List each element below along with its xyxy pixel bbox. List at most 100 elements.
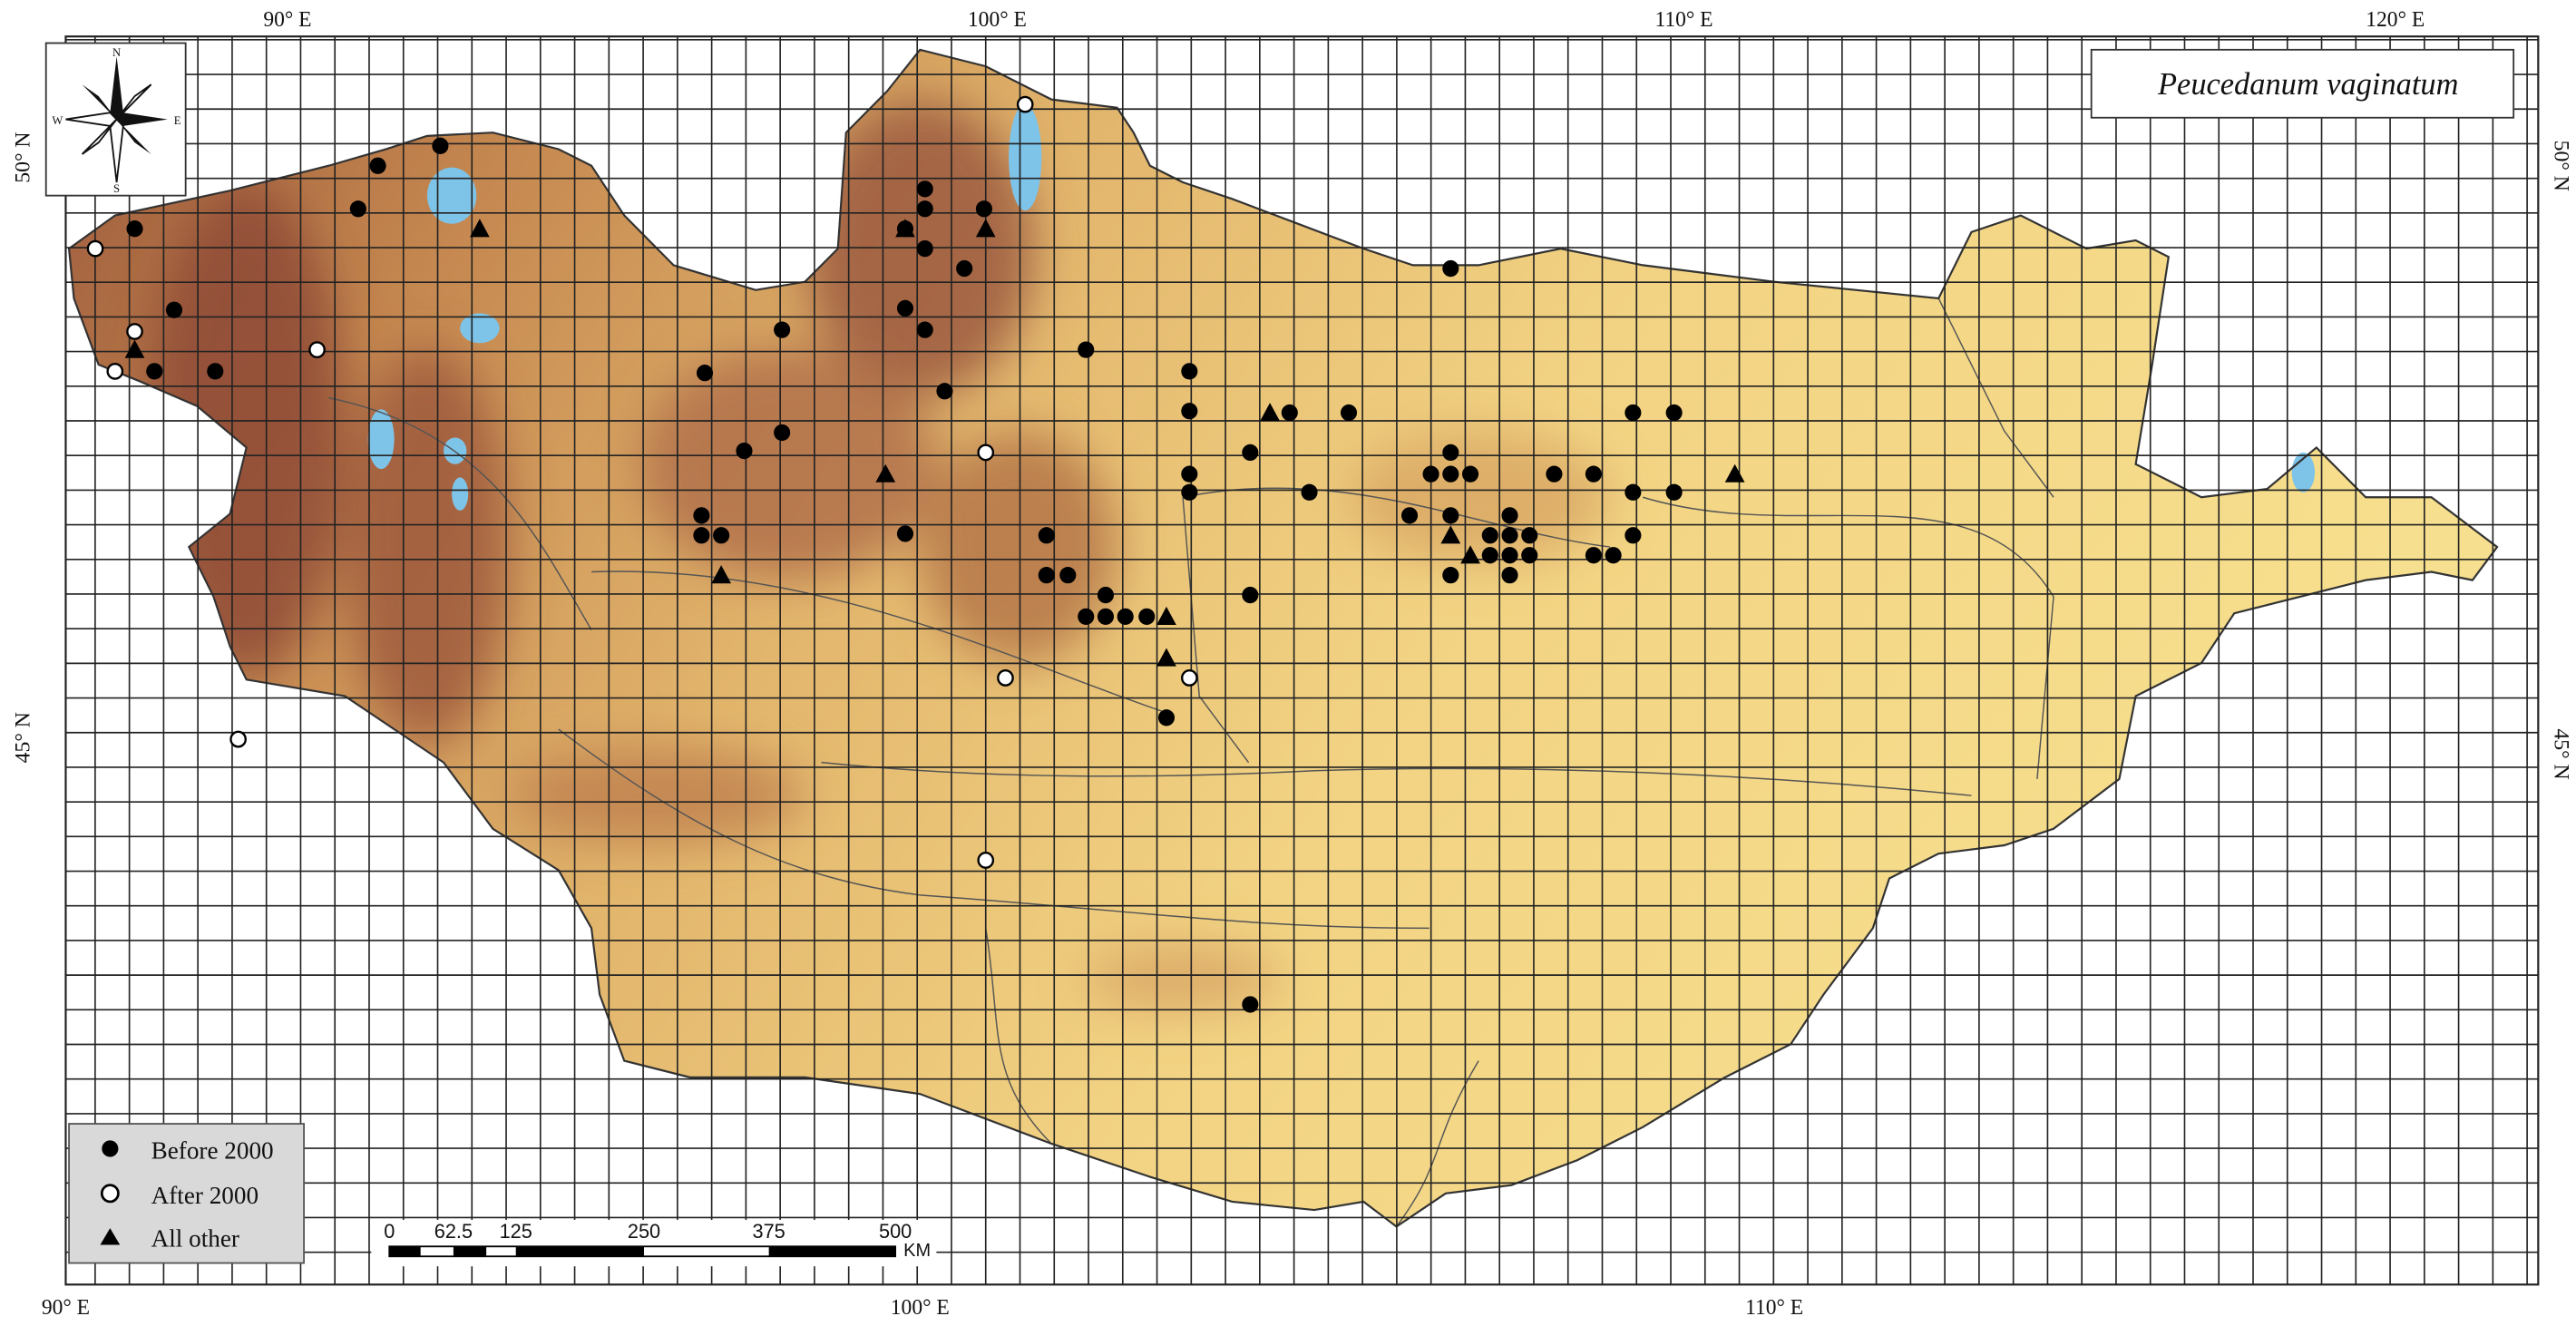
admin-border: [821, 761, 1972, 796]
record-before-2000: [1442, 465, 1459, 483]
record-before-2000: [713, 527, 730, 544]
admin-border: [558, 728, 1429, 930]
legend-symbol: [102, 1140, 119, 1157]
record-before-2000: [1181, 483, 1198, 501]
admin-border: [1643, 496, 2054, 779]
record-before-2000: [1242, 996, 1259, 1013]
compass-letter: S: [113, 182, 120, 195]
occurrences: [86, 95, 1745, 1013]
record-before-2000: [1242, 586, 1259, 604]
record-before-2000: [1097, 608, 1115, 625]
top-label: 90° E: [263, 8, 311, 32]
relief-shade: [640, 347, 937, 580]
record-before-2000: [1038, 567, 1055, 584]
record-before-2000: [1625, 483, 1642, 501]
record-after-2000: [308, 341, 326, 359]
record-before-2000: [1138, 608, 1156, 625]
right-label: 50° N: [2549, 141, 2572, 191]
record-before-2000: [1442, 259, 1459, 278]
record-before-2000: [936, 383, 953, 400]
record-other: [1260, 403, 1280, 422]
record-other: [124, 339, 145, 358]
scale-unit: KM: [903, 1241, 931, 1261]
relief-shade: [1347, 431, 1610, 564]
compass-letter: W: [52, 114, 63, 127]
scale-segment: [768, 1246, 896, 1257]
graticule: [65, 36, 2539, 1285]
record-before-2000: [896, 299, 914, 317]
bottom-label: 90° E: [42, 1296, 90, 1320]
record-before-2000: [1400, 507, 1419, 524]
lake: [460, 313, 500, 344]
record-other: [975, 219, 996, 238]
record-before-2000: [696, 365, 714, 382]
record-before-2000: [1157, 709, 1176, 726]
country: [67, 48, 2499, 1228]
record-before-2000: [1625, 404, 1642, 422]
record-before-2000: [1625, 527, 1642, 544]
lake: [367, 409, 395, 470]
legend: Before 2000 After 2000 All other: [68, 1123, 305, 1264]
record-before-2000: [1078, 341, 1095, 358]
record-before-2000: [1605, 547, 1622, 564]
record-before-2000: [1521, 527, 1538, 544]
legend-symbol: [100, 1228, 121, 1245]
record-before-2000: [1481, 527, 1498, 544]
scale-segment: [515, 1246, 644, 1257]
record-before-2000: [165, 301, 183, 318]
record-before-2000: [1059, 567, 1077, 584]
record-after-2000: [977, 444, 995, 462]
record-before-2000: [1117, 608, 1134, 625]
record-before-2000: [1181, 363, 1198, 380]
record-before-2000: [349, 200, 366, 218]
record-before-2000: [736, 442, 753, 460]
relief-shade: [509, 746, 805, 846]
record-before-2000: [1665, 404, 1683, 422]
scale-bar: 0 62.5 125 250 375 500 KM: [371, 1220, 937, 1267]
bottom-label: 110° E: [1745, 1296, 1803, 1320]
record-before-2000: [956, 259, 973, 278]
record-other: [1460, 545, 1480, 564]
scale-segment: [453, 1246, 487, 1257]
map-title: Peucedanum vaginatum: [2157, 67, 2458, 102]
top-label: 110° E: [1654, 8, 1712, 32]
record-before-2000: [1281, 404, 1298, 422]
record-other: [470, 219, 490, 238]
record-before-2000: [693, 527, 710, 544]
lake: [1009, 104, 1042, 211]
record-after-2000: [1016, 95, 1034, 113]
record-before-2000: [774, 321, 791, 338]
record-after-2000: [106, 362, 124, 380]
record-before-2000: [975, 200, 992, 218]
legend-symbol: [100, 1184, 120, 1204]
relief-shade: [1084, 944, 1282, 1011]
legend-label: All other: [151, 1224, 239, 1252]
scale-label: 62.5: [434, 1220, 473, 1243]
record-before-2000: [774, 424, 791, 442]
record-after-2000: [229, 730, 247, 748]
scale-label: 500: [879, 1220, 912, 1243]
record-before-2000: [1242, 444, 1259, 462]
record-before-2000: [1481, 547, 1498, 564]
lake: [426, 167, 477, 224]
title-box: [2090, 48, 2515, 119]
record-before-2000: [1181, 465, 1198, 483]
record-before-2000: [1585, 465, 1602, 483]
legend-label: After 2000: [151, 1182, 259, 1209]
scale-label: 125: [500, 1220, 532, 1243]
scale-label: 375: [753, 1220, 785, 1243]
record-other: [895, 219, 915, 238]
record-before-2000: [1442, 507, 1459, 524]
compass-arrow: [82, 84, 117, 120]
record-before-2000: [916, 321, 933, 338]
left-label: 45° N: [12, 712, 35, 763]
record-other: [1156, 648, 1176, 667]
record-before-2000: [1501, 527, 1518, 544]
legend-label: Before 2000: [151, 1136, 274, 1164]
record-before-2000: [1501, 567, 1518, 584]
record-before-2000: [693, 507, 710, 524]
record-before-2000: [1097, 586, 1115, 604]
record-before-2000: [916, 239, 933, 258]
admin-border: [1937, 297, 2054, 498]
